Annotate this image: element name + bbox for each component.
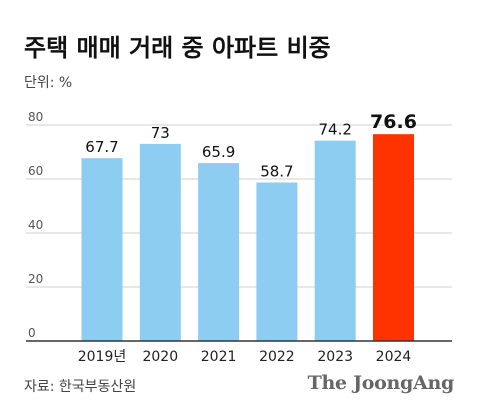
x-tick-label: 2024 bbox=[376, 349, 412, 365]
unit-label: 단위: % bbox=[24, 75, 73, 91]
bar bbox=[198, 163, 240, 341]
data-label: 76.6 bbox=[370, 111, 417, 133]
x-tick-label: 2022 bbox=[259, 349, 295, 365]
chart-title: 주택 매매 거래 중 아파트 비중 bbox=[24, 34, 331, 62]
data-label: 67.7 bbox=[85, 138, 118, 156]
data-label: 73 bbox=[151, 124, 170, 142]
brand-logo: The JoongAng bbox=[307, 372, 455, 394]
bar bbox=[139, 143, 181, 341]
y-tick-label: 60 bbox=[28, 164, 43, 178]
x-tick-label: 2021 bbox=[201, 349, 237, 365]
y-tick-label: 40 bbox=[28, 218, 43, 232]
data-label: 74.2 bbox=[318, 121, 351, 139]
x-tick-label: 2019년 bbox=[78, 349, 127, 365]
data-label: 58.7 bbox=[260, 163, 293, 181]
source-note: 자료: 한국부동산원 bbox=[24, 379, 137, 395]
y-tick-label: 0 bbox=[28, 326, 36, 340]
y-tick-label: 20 bbox=[28, 272, 43, 286]
x-tick-label: 2020 bbox=[142, 349, 178, 365]
bar bbox=[314, 140, 356, 341]
data-label: 65.9 bbox=[202, 143, 235, 161]
y-tick-label: 80 bbox=[28, 110, 43, 124]
bar bbox=[81, 158, 123, 341]
bar bbox=[256, 182, 298, 341]
x-tick-label: 2023 bbox=[317, 349, 353, 365]
bar bbox=[373, 134, 414, 341]
